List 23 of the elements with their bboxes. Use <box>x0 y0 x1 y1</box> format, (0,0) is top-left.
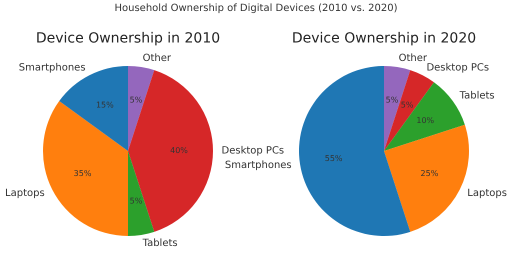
chart-title: Device Ownership in 2010 <box>36 30 220 47</box>
data-label: 35% <box>74 169 92 178</box>
chart-title: Device Ownership in 2020 <box>292 30 476 47</box>
slice-label: Laptops <box>5 188 45 200</box>
slice-label: Tablets <box>458 90 495 102</box>
data-label: 5% <box>130 196 143 206</box>
slice-label: Desktop PCs <box>222 146 284 157</box>
slice-label: Smartphones <box>18 62 86 74</box>
data-label: 15% <box>96 100 114 110</box>
data-label: 5% <box>130 96 143 105</box>
data-label: 40% <box>170 146 188 156</box>
data-label: 55% <box>324 154 343 164</box>
slice-label: Smartphones <box>224 160 292 172</box>
text: Household Ownership of Digital Devices (2010 vs. 2020) <box>114 3 398 14</box>
data-label: 5% <box>386 96 399 105</box>
slice-label: Laptops <box>467 188 507 200</box>
slice-label: Desktop PCs <box>426 62 490 74</box>
data-label: 25% <box>420 169 439 178</box>
slice-label: Tablets <box>142 238 178 249</box>
data-label: 5% <box>400 100 414 110</box>
slice-label: Other <box>398 53 428 64</box>
data-label: 10% <box>416 116 435 126</box>
slice-label: Other <box>142 53 172 64</box>
